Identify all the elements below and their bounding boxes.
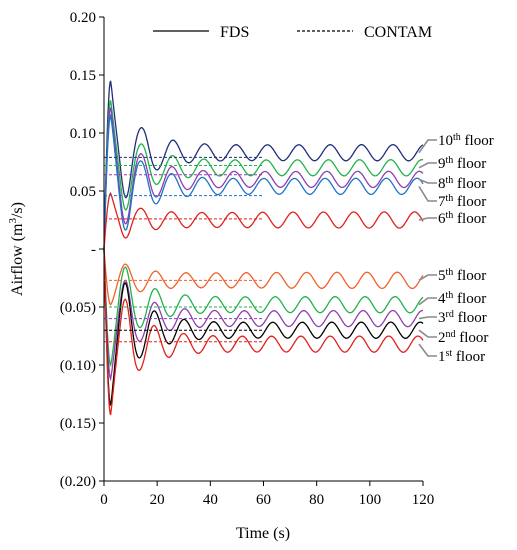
floor-label: 10th floor bbox=[438, 132, 494, 150]
floor-label: 6th floor bbox=[438, 210, 486, 228]
floor-word: floor bbox=[461, 133, 494, 149]
floor-number: 9 bbox=[438, 156, 446, 172]
floor-ordinal-suffix: rd bbox=[446, 309, 454, 320]
floor-ordinal-suffix: th bbox=[446, 155, 454, 166]
floor-label: 1st floor bbox=[438, 348, 485, 366]
floor-leader-line bbox=[418, 162, 437, 169]
floor-leader-line bbox=[418, 185, 437, 202]
x-axis-title: Time (s) bbox=[236, 525, 290, 542]
fds-line bbox=[103, 113, 424, 250]
y-tick-label: (0.20) bbox=[60, 474, 96, 490]
tick-labels: 0.20 0.15 0.10 0.05 - (0.05) (0.10) (0.15) (0.20… bbox=[60, 10, 435, 508]
floor-word: floor bbox=[453, 291, 486, 307]
y-tick-label: (0.05) bbox=[60, 300, 96, 316]
y-axis-title-text: /s) bbox=[9, 202, 26, 218]
floor-ordinal-suffix: th bbox=[446, 175, 454, 186]
floor-label: 4th floor bbox=[438, 290, 486, 308]
floor-number: 2 bbox=[438, 330, 446, 346]
y-tick-label: - bbox=[91, 242, 96, 258]
y-tick-label: 0.15 bbox=[70, 68, 96, 84]
floor-leader-line bbox=[418, 329, 437, 338]
floor-leader-line bbox=[418, 178, 437, 184]
legend: FDS CONTAM bbox=[153, 24, 432, 41]
y-tick-label: 0.10 bbox=[70, 126, 96, 142]
y-tick-label: (0.10) bbox=[60, 358, 96, 374]
floor-label: 5th floor bbox=[438, 267, 486, 285]
y-tick-label: (0.15) bbox=[60, 416, 96, 432]
fds-line bbox=[103, 248, 423, 382]
floor-ordinal-suffix: th bbox=[446, 210, 454, 221]
floor-label: 2nd floor bbox=[438, 329, 488, 347]
floor-word: floor bbox=[453, 211, 486, 227]
fds-line bbox=[103, 248, 424, 306]
x-tick-label: 40 bbox=[203, 492, 218, 508]
floor-number: 6 bbox=[438, 211, 446, 227]
floor-leader-line bbox=[418, 274, 437, 281]
floor-word: floor bbox=[453, 268, 486, 284]
x-tick-label: 80 bbox=[309, 492, 324, 508]
x-tick-label: 0 bbox=[100, 492, 108, 508]
fds-line bbox=[103, 100, 424, 250]
floor-number: 5 bbox=[438, 268, 446, 284]
floor-ordinal-suffix: th bbox=[446, 290, 454, 301]
legend-label: CONTAM bbox=[364, 24, 432, 41]
series-lines bbox=[103, 80, 424, 416]
floor-number: 3 bbox=[438, 310, 446, 326]
floor-ordinal-suffix: th bbox=[446, 193, 454, 204]
floor-ordinal-suffix: th bbox=[453, 132, 461, 143]
x-tick-label: 120 bbox=[412, 492, 435, 508]
floor-label: 3rd floor bbox=[438, 309, 487, 327]
floor-number: 8 bbox=[438, 176, 446, 192]
floor-number: 7 bbox=[438, 194, 446, 210]
legend-label: FDS bbox=[220, 24, 249, 41]
floor-leader-line bbox=[418, 316, 437, 320]
floor-label: 7th floor bbox=[438, 193, 486, 211]
contam-lines bbox=[104, 156, 264, 343]
y-axis-title-superscript: 3 bbox=[7, 218, 19, 224]
y-axis-title-text: Airflow (m bbox=[9, 223, 26, 296]
fds-line bbox=[103, 248, 424, 416]
floor-label: 8th floor bbox=[438, 175, 486, 193]
axes bbox=[99, 16, 424, 486]
x-tick-label: 20 bbox=[150, 492, 165, 508]
y-tick-label: 0.05 bbox=[70, 184, 96, 200]
fds-line bbox=[103, 80, 424, 250]
x-tick-label: 100 bbox=[359, 492, 382, 508]
floor-number: 4 bbox=[438, 291, 446, 307]
floor-number: 1 bbox=[438, 349, 446, 365]
floor-ordinal-suffix: th bbox=[446, 267, 454, 278]
floor-word: floor bbox=[453, 194, 486, 210]
floor-leader-line bbox=[418, 139, 437, 154]
floor-label: 9th floor bbox=[438, 155, 486, 173]
y-tick-label: 0.20 bbox=[70, 10, 96, 26]
floor-leader-line bbox=[418, 297, 437, 306]
floor-word: floor bbox=[456, 330, 489, 346]
fds-line bbox=[103, 107, 424, 250]
fds-line bbox=[103, 248, 424, 406]
floor-ordinal-suffix: st bbox=[446, 348, 453, 359]
y-axis-title: Airflow (m3/s) bbox=[7, 202, 26, 296]
fds-line bbox=[103, 192, 424, 250]
floor-number: 10 bbox=[438, 133, 453, 149]
floor-leader-line bbox=[418, 217, 437, 221]
x-tick-label: 60 bbox=[256, 492, 271, 508]
floor-word: floor bbox=[453, 156, 486, 172]
floor-ordinal-suffix: nd bbox=[446, 329, 456, 340]
floor-word: floor bbox=[452, 349, 485, 365]
floor-leader-line bbox=[418, 343, 437, 357]
floor-word: floor bbox=[454, 310, 487, 326]
fds-line bbox=[103, 248, 424, 368]
floor-word: floor bbox=[453, 176, 486, 192]
